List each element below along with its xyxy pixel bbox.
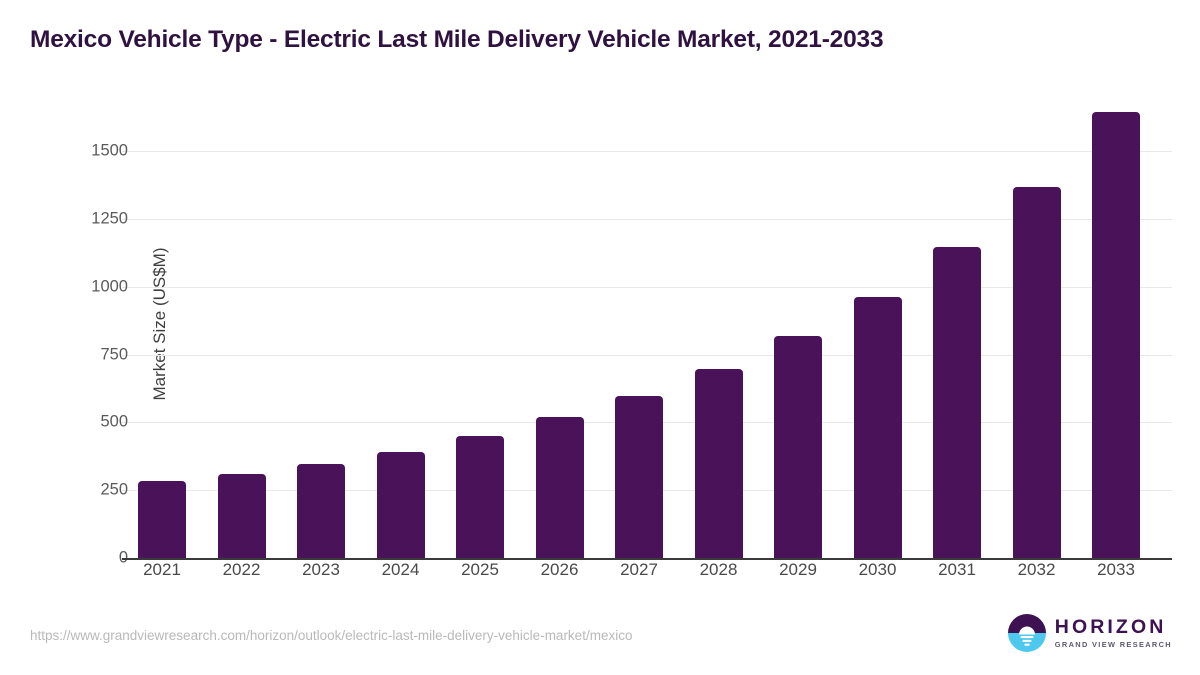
x-axis-tick-label: 2033 xyxy=(1097,560,1135,579)
x-axis-tick-label: 2028 xyxy=(699,560,738,579)
y-axis-tick-label: 1250 xyxy=(91,209,128,228)
bar[interactable] xyxy=(1012,186,1061,558)
x-axis-tick-label: 2023 xyxy=(302,560,340,579)
x-axis-tick-label: 2032 xyxy=(1017,560,1056,579)
y-axis-tick-label: 500 xyxy=(100,412,128,431)
gridline xyxy=(122,151,1172,153)
bar[interactable] xyxy=(297,464,345,558)
bar-group: 2030 xyxy=(853,90,934,579)
bar-series: 2021 2022 2023 2024 2025 2026 2027 2028 2029 2030… xyxy=(138,90,1172,579)
bar[interactable] xyxy=(853,296,902,558)
x-axis-tick-label: 2024 xyxy=(381,560,420,579)
bar[interactable] xyxy=(456,435,504,558)
page-title: Mexico Vehicle Type - Electric Last Mile… xyxy=(30,26,884,53)
source-url[interactable]: https://www.grandviewresearch.com/horizo… xyxy=(30,628,633,643)
chart-plot-area: Market Size (US$M) 025050075010001250150… xyxy=(91,90,1172,579)
bar[interactable] xyxy=(933,246,981,558)
y-axis-tick-label: 1000 xyxy=(91,277,128,296)
gridline xyxy=(122,286,1172,288)
horizon-logo: HORIZON GRAND VIEW RESEARCH xyxy=(1007,614,1172,652)
x-axis-tick-label: 2021 xyxy=(143,560,181,579)
bar[interactable] xyxy=(376,451,425,558)
bar-group: 2025 xyxy=(456,90,536,579)
bar-group: 2024 xyxy=(376,90,457,579)
x-axis-tick-label: 2022 xyxy=(222,560,261,579)
bar[interactable] xyxy=(694,369,743,558)
x-axis-line xyxy=(122,558,1172,560)
y-axis-tick-label: 750 xyxy=(100,345,128,364)
bar-group: 2032 xyxy=(1012,90,1093,579)
x-axis-tick-label: 2025 xyxy=(461,560,499,579)
bar[interactable] xyxy=(138,481,186,558)
gridline xyxy=(122,354,1172,356)
bar-group: 2023 xyxy=(297,90,377,579)
x-axis-tick-label: 2027 xyxy=(620,560,658,579)
logo-wordmark: HORIZON xyxy=(1054,615,1167,638)
bar-group: 2026 xyxy=(535,90,616,579)
bar-group: 2031 xyxy=(933,90,1013,579)
gridline xyxy=(122,218,1172,220)
x-axis-tick-label: 2026 xyxy=(540,560,579,579)
bar-group: 2027 xyxy=(615,90,695,579)
y-axis-tick-label: 0 xyxy=(30,549,150,568)
bar-group: 2022 xyxy=(217,90,298,579)
bar[interactable] xyxy=(774,336,822,558)
x-axis-tick-label: 2030 xyxy=(858,560,897,579)
bar-group: 2021 xyxy=(138,90,218,579)
horizon-sun-circle-icon xyxy=(1007,614,1046,652)
bar[interactable] xyxy=(615,395,663,558)
bar-group: 2028 xyxy=(694,90,775,579)
y-axis-tick-label: 1500 xyxy=(91,141,128,160)
x-axis-tick-label: 2031 xyxy=(938,560,976,579)
logo-text-block: HORIZON GRAND VIEW RESEARCH xyxy=(1054,615,1172,650)
bar[interactable] xyxy=(535,417,584,558)
bar-group: 2029 xyxy=(774,90,854,579)
x-axis-tick-label: 2029 xyxy=(779,560,817,579)
bar[interactable] xyxy=(1092,111,1140,558)
y-axis-tick-label: 250 xyxy=(100,480,128,499)
bar[interactable] xyxy=(217,474,266,558)
logo-tagline: GRAND VIEW RESEARCH xyxy=(1054,640,1172,650)
bar-group: 2033 xyxy=(1092,90,1172,579)
